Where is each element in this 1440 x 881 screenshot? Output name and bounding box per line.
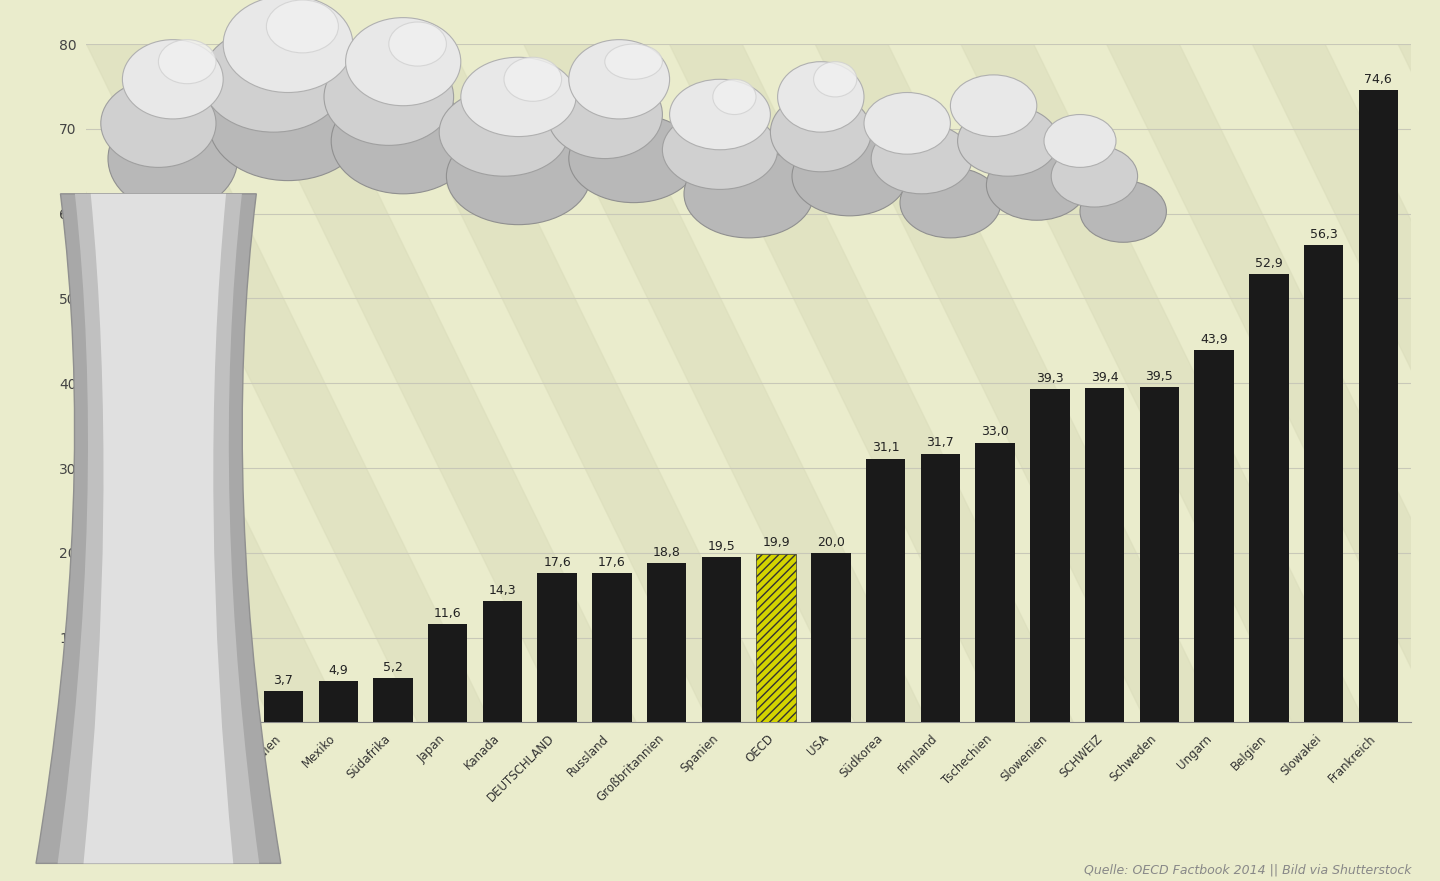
Text: 39,3: 39,3 [1035, 372, 1064, 385]
Polygon shape [670, 44, 1073, 722]
Bar [154, 695, 194, 722]
Text: 3,5: 3,5 [219, 676, 239, 689]
Text: 17,6: 17,6 [598, 556, 626, 569]
Text: 3,2: 3,2 [164, 678, 184, 691]
Text: 52,9: 52,9 [1256, 256, 1283, 270]
Text: 17,6: 17,6 [543, 556, 572, 569]
Text: 18,8: 18,8 [652, 545, 681, 559]
Text: Quelle: OECD Factbook 2014 || Bild via Shutterstock: Quelle: OECD Factbook 2014 || Bild via S… [1084, 863, 1411, 877]
Text: 19,9: 19,9 [762, 537, 791, 550]
Polygon shape [232, 44, 636, 722]
Text: 3,7: 3,7 [274, 674, 294, 687]
Text: 5,2: 5,2 [383, 661, 403, 674]
Bar [756, 553, 796, 722]
Text: 14,3: 14,3 [488, 584, 517, 597]
Polygon shape [960, 44, 1365, 722]
Bar [428, 624, 468, 722]
Bar [537, 574, 577, 722]
Bar [264, 691, 304, 722]
Bar [99, 707, 138, 722]
Polygon shape [377, 44, 782, 722]
Bar [592, 574, 632, 722]
Text: 11,6: 11,6 [433, 607, 462, 620]
Polygon shape [1398, 44, 1440, 722]
Text: 1,9: 1,9 [109, 689, 130, 702]
Polygon shape [0, 44, 53, 722]
Bar [318, 681, 359, 722]
Polygon shape [0, 44, 199, 722]
Bar [1359, 90, 1398, 722]
Text: 31,1: 31,1 [871, 441, 900, 455]
Polygon shape [1253, 44, 1440, 722]
Bar [373, 678, 413, 722]
Bar [701, 557, 742, 722]
Bar [865, 459, 906, 722]
Text: 31,7: 31,7 [926, 436, 955, 449]
Text: 43,9: 43,9 [1201, 333, 1228, 346]
Bar [1139, 388, 1179, 722]
Polygon shape [524, 44, 927, 722]
Bar [1194, 350, 1234, 722]
Text: 39,4: 39,4 [1092, 371, 1119, 384]
Bar [1030, 389, 1070, 722]
Polygon shape [1106, 44, 1440, 722]
Bar [647, 563, 687, 722]
Text: 20,0: 20,0 [816, 536, 845, 549]
Text: 4,9: 4,9 [328, 663, 348, 677]
Bar [209, 692, 249, 722]
Bar [1303, 245, 1344, 722]
Text: 74,6: 74,6 [1365, 72, 1392, 85]
Bar [811, 553, 851, 722]
Bar [920, 454, 960, 722]
Text: 56,3: 56,3 [1310, 228, 1338, 241]
Bar [975, 442, 1015, 722]
Bar [1084, 389, 1125, 722]
Text: 33,0: 33,0 [981, 426, 1009, 439]
Polygon shape [86, 44, 491, 722]
Text: 39,5: 39,5 [1145, 370, 1174, 383]
Bar [482, 601, 523, 722]
Polygon shape [0, 44, 344, 722]
Text: 19,5: 19,5 [707, 540, 736, 553]
Bar [1248, 274, 1289, 722]
Polygon shape [815, 44, 1220, 722]
